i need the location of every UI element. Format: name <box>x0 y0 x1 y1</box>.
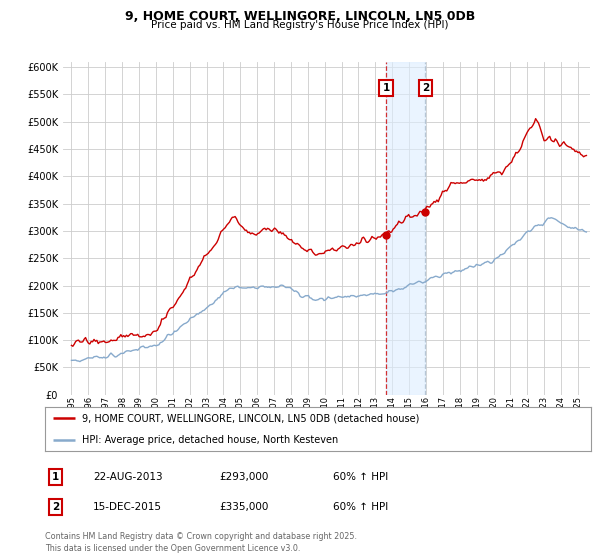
Text: 2: 2 <box>422 83 429 94</box>
Text: 9, HOME COURT, WELLINGORE, LINCOLN, LN5 0DB (detached house): 9, HOME COURT, WELLINGORE, LINCOLN, LN5 … <box>82 413 419 423</box>
Text: £293,000: £293,000 <box>219 472 268 482</box>
Text: Contains HM Land Registry data © Crown copyright and database right 2025.
This d: Contains HM Land Registry data © Crown c… <box>45 532 357 553</box>
Text: HPI: Average price, detached house, North Kesteven: HPI: Average price, detached house, Nort… <box>82 435 338 445</box>
Text: 22-AUG-2013: 22-AUG-2013 <box>93 472 163 482</box>
Text: 1: 1 <box>52 472 59 482</box>
Text: 1: 1 <box>382 83 389 94</box>
Text: 2: 2 <box>52 502 59 512</box>
Text: 60% ↑ HPI: 60% ↑ HPI <box>333 502 388 512</box>
Text: 60% ↑ HPI: 60% ↑ HPI <box>333 472 388 482</box>
Bar <box>386 62 425 395</box>
Text: £335,000: £335,000 <box>219 502 268 512</box>
Text: Price paid vs. HM Land Registry's House Price Index (HPI): Price paid vs. HM Land Registry's House … <box>151 20 449 30</box>
Text: 9, HOME COURT, WELLINGORE, LINCOLN, LN5 0DB: 9, HOME COURT, WELLINGORE, LINCOLN, LN5 … <box>125 10 475 23</box>
Text: 15-DEC-2015: 15-DEC-2015 <box>93 502 162 512</box>
